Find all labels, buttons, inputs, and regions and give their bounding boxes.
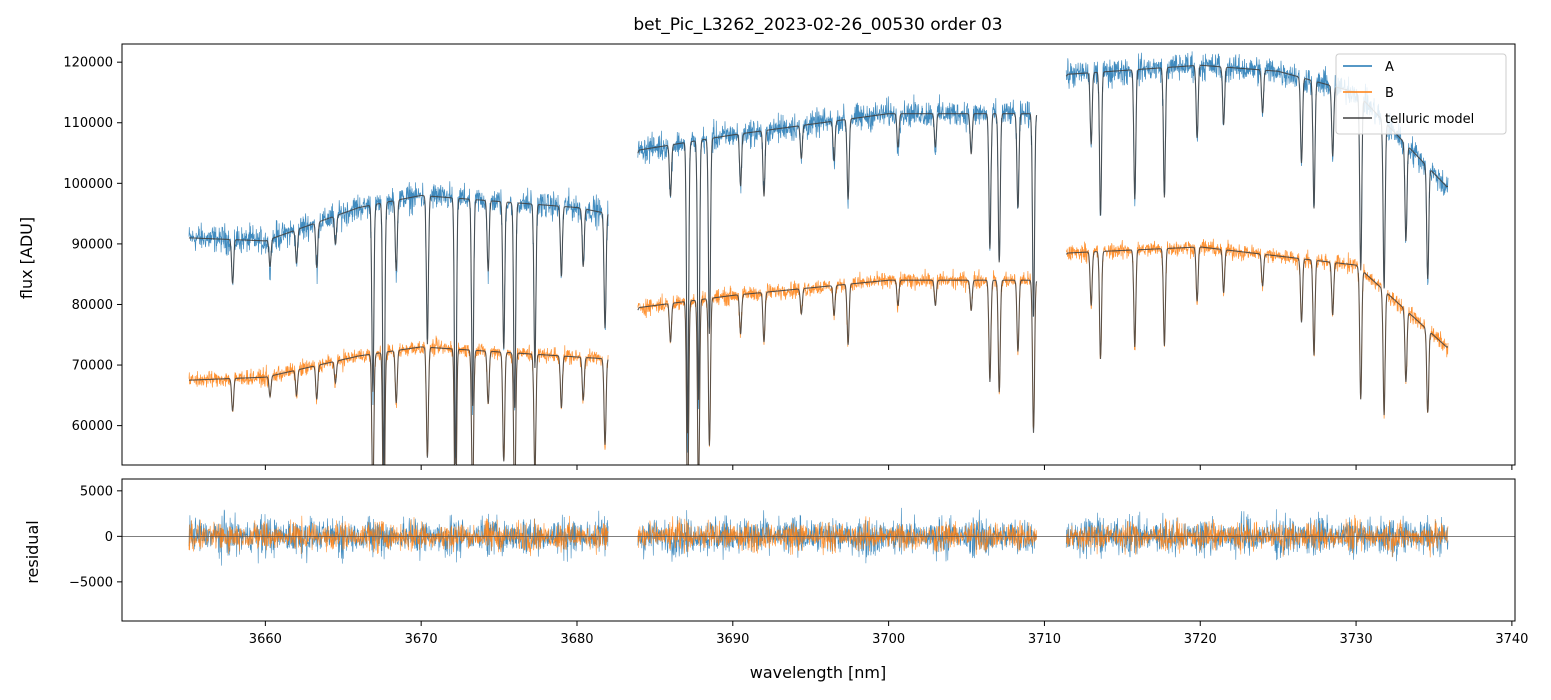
chart-title: bet_Pic_L3262_2023-02-26_00530 order 03 xyxy=(633,15,1002,35)
residual-axes-frame xyxy=(121,478,1516,622)
legend-label-a: A xyxy=(1385,60,1394,75)
telluric-model-a xyxy=(188,64,1448,465)
legend-frame xyxy=(1335,53,1507,135)
xtick-label: 3680 xyxy=(560,632,593,647)
flux-ytick-label: 70000 xyxy=(72,359,113,374)
residual-y-ticks: −5000 0 5000 xyxy=(69,484,122,590)
xtick-label: 3660 xyxy=(249,632,282,647)
flux-ytick-label: 60000 xyxy=(72,419,113,434)
flux-axes-frame xyxy=(121,43,1516,466)
flux-ytick-label: 120000 xyxy=(63,56,113,71)
residual-data-area xyxy=(122,507,1515,566)
flux-y-axis-label: flux [ADU] xyxy=(17,217,36,299)
xtick-label: 3710 xyxy=(1028,632,1061,647)
telluric-model-b xyxy=(189,246,1448,465)
xtick-label: 3720 xyxy=(1184,632,1217,647)
legend-label-telluric: telluric model xyxy=(1385,112,1474,127)
residual-ytick-label: 0 xyxy=(105,530,113,545)
residual-x-ticks: 3660 3670 3680 3690 3700 3710 3720 3730 3740 xyxy=(249,621,1528,647)
flux-x-ticks xyxy=(264,465,1513,470)
x-axis-label: wavelength [nm] xyxy=(750,663,887,682)
flux-ytick-label: 100000 xyxy=(63,177,113,192)
legend-label-b: B xyxy=(1385,86,1394,101)
xtick-label: 3690 xyxy=(716,632,749,647)
flux-ytick-label: 110000 xyxy=(63,116,113,131)
xtick-label: 3730 xyxy=(1340,632,1373,647)
flux-ytick-label: 90000 xyxy=(72,237,113,252)
residual-ytick-label: 5000 xyxy=(80,484,113,499)
xtick-label: 3740 xyxy=(1495,632,1528,647)
xtick-label: 3670 xyxy=(405,632,438,647)
legend: A B telluric model xyxy=(1335,53,1507,135)
flux-ytick-label: 80000 xyxy=(72,298,113,313)
xtick-label: 3700 xyxy=(872,632,905,647)
residual-ytick-label: −5000 xyxy=(69,575,113,590)
flux-data-area xyxy=(188,51,1449,465)
residual-y-axis-label: residual xyxy=(23,520,42,583)
flux-panel: 60000 70000 80000 90000 100000 110000 120000 f… xyxy=(17,43,1516,470)
flux-y-ticks: 60000 70000 80000 90000 100000 110000 120000 xyxy=(63,56,122,434)
